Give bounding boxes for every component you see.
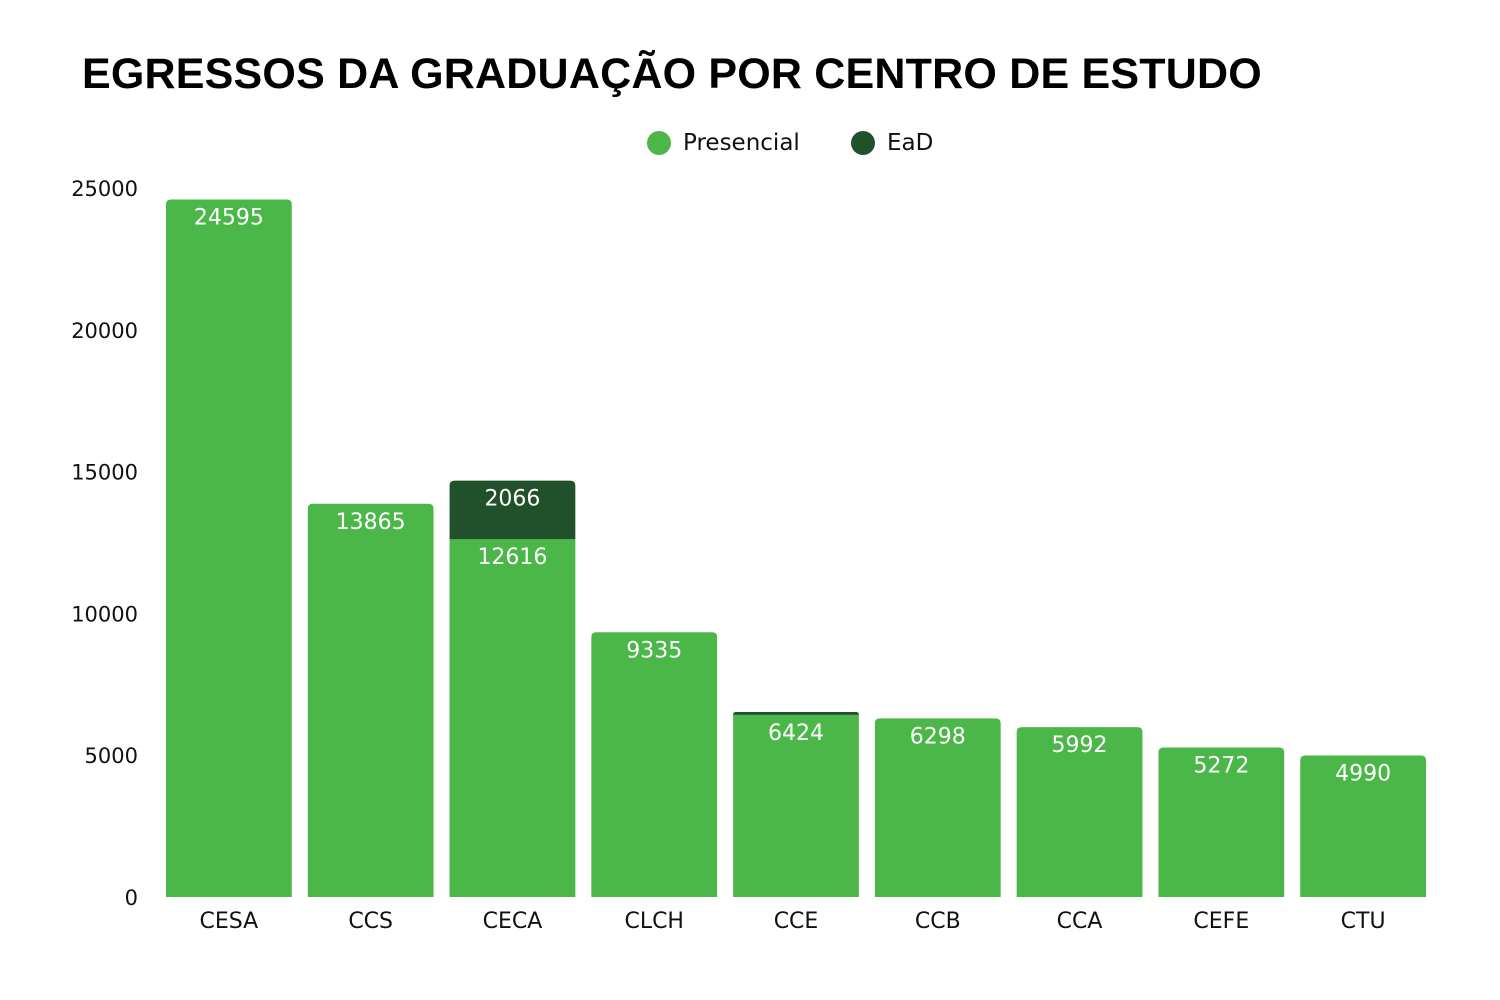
value-label-ead-ceca: 2066 bbox=[484, 487, 540, 512]
bar-ead-ceca bbox=[449, 480, 576, 540]
x-category-label-ctu: CTU bbox=[1341, 909, 1386, 934]
bar-presencial-cca bbox=[1016, 727, 1143, 897]
y-tick-label-5000: 5000 bbox=[85, 744, 138, 768]
x-category-label-ceca: CECA bbox=[483, 909, 543, 934]
legend-swatch-presencial bbox=[647, 131, 671, 155]
x-category-label-cefe: CEFE bbox=[1193, 909, 1249, 934]
y-tick-label-10000: 10000 bbox=[71, 602, 138, 626]
legend: Presencial EaD bbox=[0, 127, 1500, 159]
value-label-presencial-ctu: 4990 bbox=[1335, 761, 1391, 786]
legend-item-presencial: Presencial bbox=[647, 127, 800, 159]
bar-presencial-ctu bbox=[1300, 755, 1426, 897]
x-category-label-cca: CCA bbox=[1057, 909, 1103, 934]
x-category-label-ccs: CCS bbox=[348, 909, 393, 934]
y-tick-label-20000: 20000 bbox=[71, 319, 138, 343]
bar-presencial-ceca bbox=[449, 539, 576, 897]
value-label-presencial-cca: 5992 bbox=[1052, 733, 1108, 758]
x-category-label-cesa: CESA bbox=[200, 909, 259, 934]
bar-presencial-clch bbox=[591, 632, 718, 897]
value-label-presencial-clch: 9335 bbox=[626, 638, 682, 663]
y-tick-label-0: 0 bbox=[125, 886, 138, 910]
legend-label-ead: EaD bbox=[887, 130, 934, 156]
y-tick-label-25000: 25000 bbox=[71, 177, 138, 201]
bar-presencial-cefe bbox=[1158, 747, 1285, 897]
legend-item-ead: EaD bbox=[851, 127, 933, 159]
value-label-presencial-ccs: 13865 bbox=[336, 510, 406, 535]
value-label-presencial-cefe: 5272 bbox=[1193, 753, 1249, 778]
value-label-presencial-ccb: 6298 bbox=[910, 724, 966, 749]
value-label-presencial-cesa: 24595 bbox=[194, 205, 264, 230]
bar-presencial-cce bbox=[733, 714, 859, 897]
bar-ead-cce bbox=[733, 711, 859, 715]
value-label-presencial-ceca: 12616 bbox=[477, 545, 547, 570]
y-tick-label-15000: 15000 bbox=[71, 461, 138, 485]
legend-label-presencial: Presencial bbox=[683, 130, 800, 156]
bar-presencial-ccb bbox=[874, 718, 1001, 897]
legend-swatch-ead bbox=[851, 131, 875, 155]
x-category-label-clch: CLCH bbox=[624, 909, 684, 934]
bar-presencial-cesa bbox=[166, 199, 292, 898]
value-label-presencial-cce: 6424 bbox=[768, 721, 824, 746]
x-category-label-cce: CCE bbox=[774, 909, 819, 934]
bar-presencial-ccs bbox=[307, 503, 434, 897]
x-category-label-ccb: CCB bbox=[915, 909, 961, 934]
chart-title: EGRESSOS DA GRADUAÇÃO POR CENTRO DE ESTU… bbox=[82, 50, 1262, 98]
